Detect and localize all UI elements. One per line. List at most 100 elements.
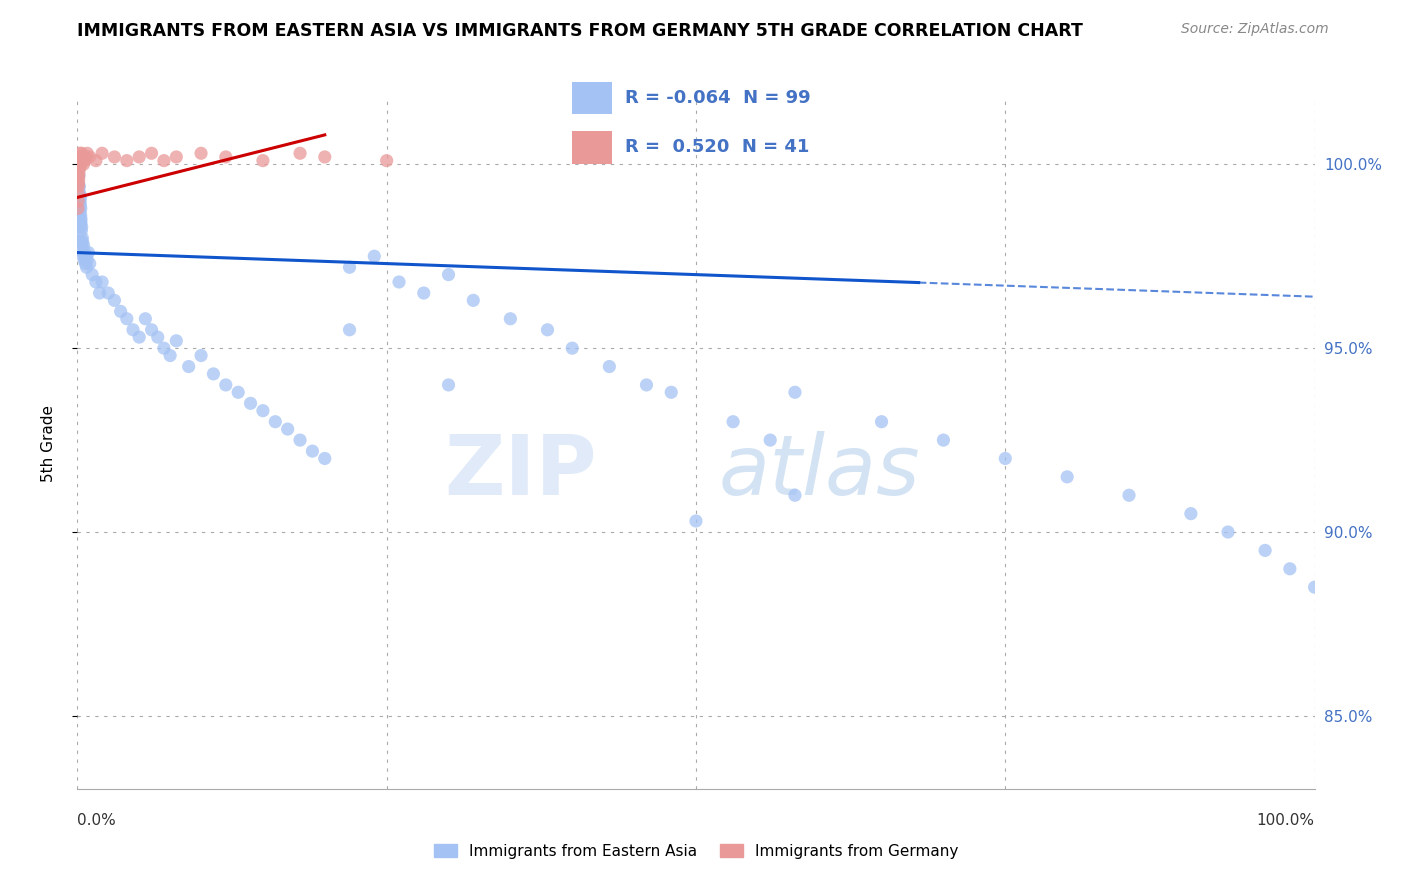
Point	[69, 150, 91, 164]
Point	[375, 153, 398, 168]
Point	[1118, 488, 1140, 502]
Point	[84, 275, 107, 289]
Text: R =  0.520  N = 41: R = 0.520 N = 41	[626, 137, 810, 156]
Point	[69, 219, 91, 234]
Text: 0.0%: 0.0%	[77, 814, 117, 828]
Point	[69, 194, 91, 208]
Point	[89, 285, 111, 300]
Point	[73, 252, 96, 267]
Point	[499, 311, 522, 326]
Point	[932, 433, 955, 447]
Point	[67, 202, 90, 216]
Point	[536, 323, 558, 337]
Point	[103, 293, 125, 308]
Point	[598, 359, 620, 374]
Point	[110, 304, 132, 318]
Point	[721, 415, 744, 429]
Point	[783, 488, 806, 502]
Point	[339, 260, 361, 275]
Point	[103, 150, 125, 164]
Point	[76, 252, 98, 267]
Point	[70, 212, 93, 227]
Point	[79, 257, 101, 271]
Point	[128, 330, 150, 344]
Point	[73, 153, 96, 168]
Point	[69, 205, 91, 219]
Point	[72, 235, 94, 249]
Point	[67, 161, 90, 175]
Point	[412, 285, 434, 300]
Point	[1180, 507, 1202, 521]
Point	[67, 179, 90, 194]
Point	[870, 415, 893, 429]
Point	[153, 153, 176, 168]
Point	[190, 146, 212, 161]
Point	[69, 209, 91, 223]
Point	[215, 378, 238, 392]
Point	[67, 153, 90, 168]
Point	[67, 164, 90, 178]
Point	[67, 194, 90, 208]
Point	[67, 169, 90, 183]
Point	[288, 433, 311, 447]
Point	[69, 194, 91, 208]
Point	[759, 433, 782, 447]
Point	[75, 249, 97, 263]
Point	[73, 245, 96, 260]
Point	[66, 202, 89, 216]
Point	[264, 415, 287, 429]
Point	[70, 223, 93, 237]
Point	[67, 157, 90, 171]
Point	[72, 238, 94, 252]
Point	[67, 198, 90, 212]
Point	[122, 323, 145, 337]
Point	[70, 216, 93, 230]
Point	[72, 150, 94, 164]
Point	[437, 268, 460, 282]
Point	[134, 311, 156, 326]
Point	[288, 146, 311, 161]
Text: R = -0.064  N = 99: R = -0.064 N = 99	[626, 88, 811, 106]
Point	[277, 422, 299, 436]
Point	[67, 186, 90, 201]
Point	[79, 150, 101, 164]
Point	[226, 385, 249, 400]
Point	[72, 153, 94, 168]
Point	[146, 330, 169, 344]
Point	[1216, 524, 1239, 539]
Point	[67, 169, 90, 183]
Point	[159, 349, 181, 363]
Point	[314, 150, 336, 164]
Point	[69, 153, 91, 168]
FancyBboxPatch shape	[572, 131, 612, 163]
Point	[1254, 543, 1277, 558]
Y-axis label: 5th Grade: 5th Grade	[42, 405, 56, 483]
Point	[67, 190, 90, 204]
Point	[239, 396, 262, 410]
Point	[70, 150, 93, 164]
Point	[636, 378, 658, 392]
Point	[66, 186, 89, 201]
Point	[76, 146, 98, 161]
Point	[215, 150, 238, 164]
Point	[67, 209, 90, 223]
Point	[685, 514, 707, 528]
Point	[70, 219, 93, 234]
Point	[67, 172, 90, 186]
Point	[141, 323, 163, 337]
Point	[72, 245, 94, 260]
Point	[339, 323, 361, 337]
Point	[67, 176, 90, 190]
FancyBboxPatch shape	[572, 82, 612, 114]
Point	[69, 161, 91, 175]
Point	[67, 157, 90, 171]
Point	[463, 293, 485, 308]
Point	[1278, 562, 1301, 576]
Point	[70, 235, 93, 249]
Point	[69, 212, 91, 227]
Text: atlas: atlas	[718, 431, 921, 512]
Point	[115, 153, 138, 168]
Point	[363, 249, 385, 263]
Point	[153, 341, 176, 355]
Point	[97, 285, 120, 300]
